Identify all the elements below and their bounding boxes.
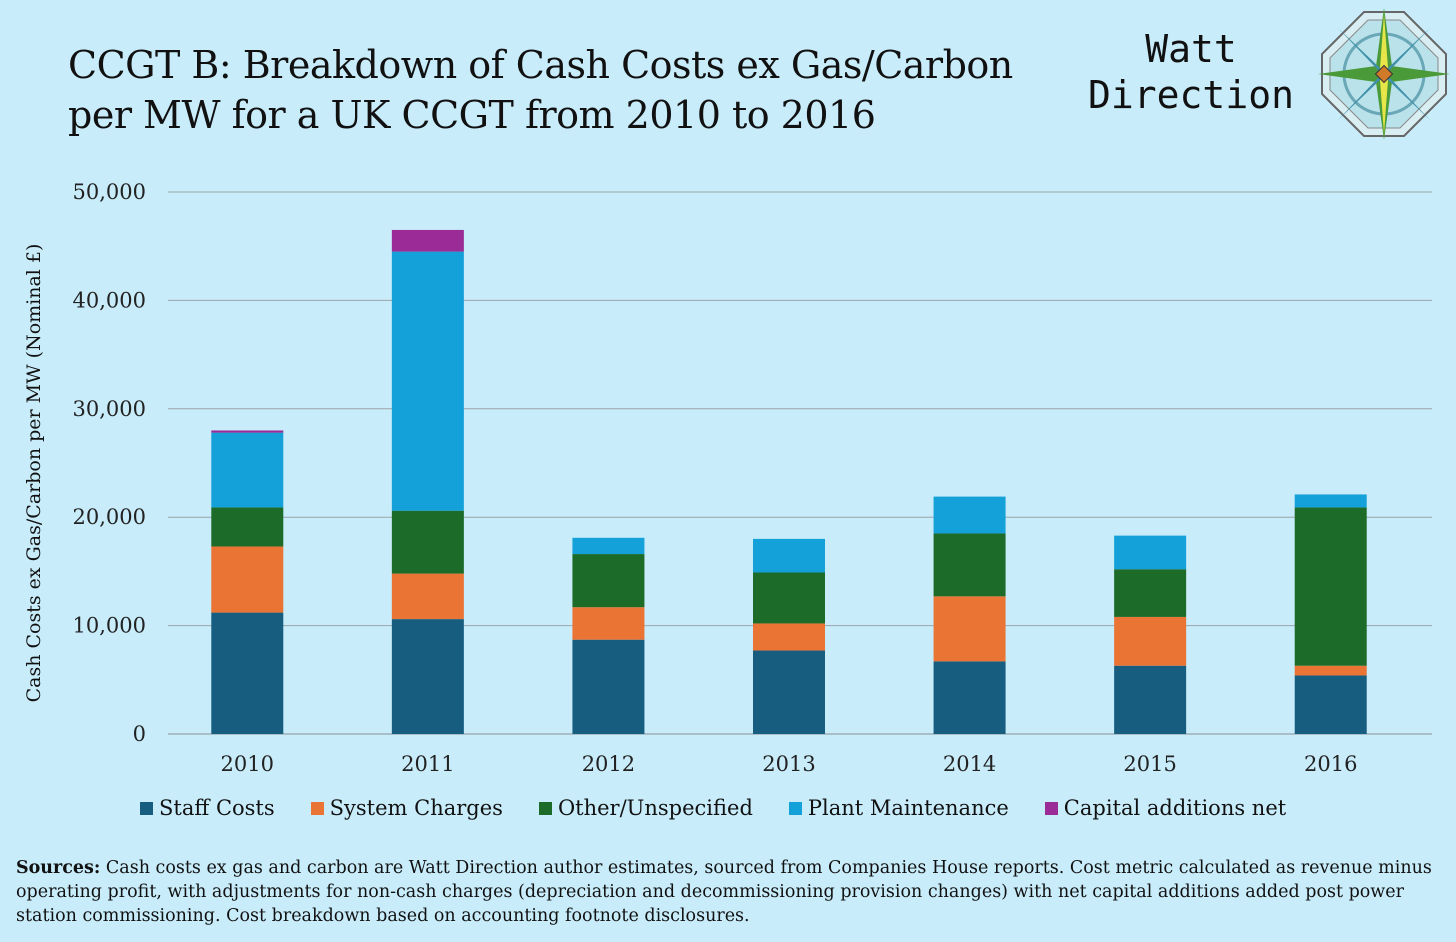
legend-label: Capital additions net: [1063, 796, 1287, 820]
bar-segment: [753, 650, 825, 734]
y-tick-label: 40,000: [73, 288, 146, 312]
legend-label: System Charges: [329, 796, 503, 820]
bar-segment: [933, 496, 1006, 534]
legend-label: Staff Costs: [159, 796, 275, 820]
bar-segment: [1114, 569, 1187, 617]
bar-segment: [933, 533, 1006, 597]
bar-segment: [933, 596, 1006, 662]
y-axis-title: Cash Costs ex Gas/Carbon per MW (Nominal…: [23, 244, 45, 703]
bar-segment: [1294, 675, 1367, 734]
bar-segment: [211, 430, 284, 433]
bar-segment: [211, 546, 284, 613]
bar-segment: [211, 432, 284, 508]
legend-item: Plant Maintenance: [788, 796, 1009, 820]
y-tick-label: 50,000: [73, 180, 146, 204]
bar-segment: [391, 619, 464, 734]
legend-swatch: [1044, 801, 1058, 815]
compass-logo-icon: [1318, 8, 1450, 140]
bar-segment: [1114, 665, 1187, 734]
bar-segment: [391, 573, 464, 620]
bar-segment: [391, 229, 464, 252]
legend-item: Staff Costs: [140, 796, 275, 820]
brand-name: Watt Direction: [1066, 26, 1316, 118]
bar-segment: [1294, 494, 1367, 508]
bar-segment: [211, 507, 284, 547]
bar-segment: [391, 251, 464, 511]
y-tick-label: 10,000: [73, 614, 146, 638]
x-tick-label: 2012: [582, 752, 635, 776]
sources-label: Sources:: [16, 858, 101, 878]
bar-segment: [753, 572, 825, 624]
bar-segment: [572, 639, 645, 734]
y-tick-label: 30,000: [73, 397, 146, 421]
x-tick-label: 2015: [1123, 752, 1176, 776]
bar-segment: [753, 538, 825, 573]
brand-line-1: Watt: [1145, 27, 1237, 71]
legend-item: Other/Unspecified: [538, 796, 753, 820]
y-tick-label: 0: [133, 722, 146, 746]
bar-segment: [391, 510, 464, 574]
legend-label: Plant Maintenance: [807, 796, 1009, 820]
bar-segment: [1114, 616, 1187, 666]
bar-segment: [572, 554, 645, 608]
x-tick-label: 2014: [943, 752, 996, 776]
bar-segment: [753, 623, 825, 651]
x-tick-label: 2010: [221, 752, 274, 776]
legend-swatch: [538, 801, 552, 815]
x-tick-label: 2013: [762, 752, 815, 776]
bar-segment: [572, 537, 645, 555]
legend-item: System Charges: [310, 796, 503, 820]
bar-segment: [1114, 535, 1187, 570]
bar-segment: [1294, 665, 1367, 676]
bar-segment: [933, 661, 1006, 734]
brand-line-2: Direction: [1088, 73, 1294, 117]
legend-item: Capital additions net: [1044, 796, 1287, 820]
bar-segment: [572, 607, 645, 640]
bar-segment: [211, 612, 284, 734]
chart-title: CCGT B: Breakdown of Cash Costs ex Gas/C…: [68, 43, 1013, 137]
legend-swatch: [310, 801, 324, 815]
legend-label: Other/Unspecified: [557, 796, 753, 820]
x-tick-label: 2011: [401, 752, 454, 776]
chart-legend: Staff Costs System Charges Other/Unspecifi…: [140, 796, 1340, 820]
legend-swatch: [788, 801, 802, 815]
legend-swatch: [140, 801, 153, 815]
sources-text: Cash costs ex gas and carbon are Watt Di…: [16, 858, 1432, 926]
bar-segment: [1294, 507, 1367, 666]
x-tick-label: 2016: [1304, 752, 1357, 776]
y-tick-label: 20,000: [73, 505, 146, 529]
sources-note: Sources: Cash costs ex gas and carbon ar…: [16, 856, 1436, 928]
